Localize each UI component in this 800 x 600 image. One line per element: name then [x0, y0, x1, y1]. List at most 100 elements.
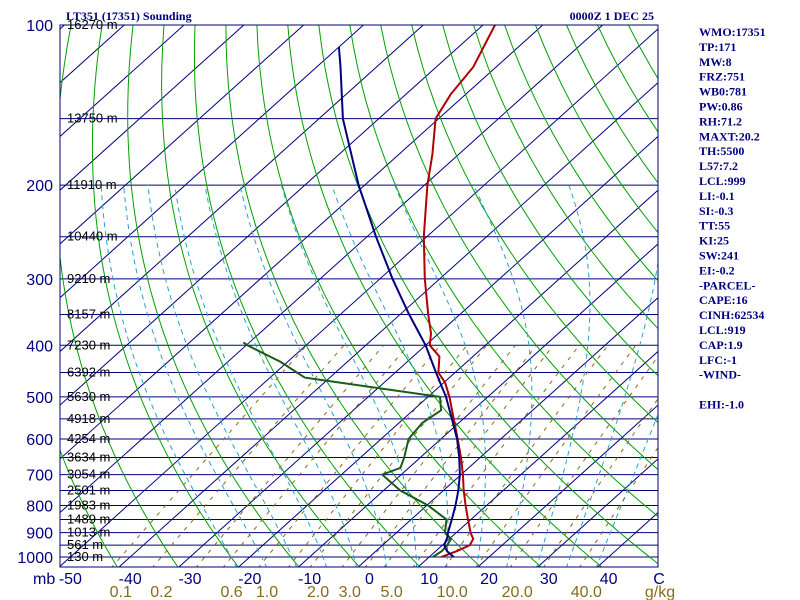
index-entry: EI:-0.2 — [699, 263, 735, 277]
pressure-tick-label: 800 — [26, 498, 53, 515]
index-entry: LCL:999 — [699, 174, 746, 188]
index-entry: LFC:-1 — [699, 353, 737, 367]
temperature-tick-label: 30 — [540, 571, 558, 588]
temperature-profile-line — [422, 25, 496, 558]
height-label: 9210 m — [67, 271, 110, 286]
mixing-ratio-tick-label: 3.0 — [339, 584, 361, 600]
height-label: 1013 m — [67, 525, 110, 540]
index-entry: CAPE:16 — [699, 293, 748, 307]
isotherm-line — [60, 25, 364, 299]
dry-adiabat-line — [287, 25, 603, 567]
pressure-tick-label: 400 — [26, 338, 53, 355]
height-label: 7230 m — [67, 337, 110, 352]
dry-adiabat-line — [60, 25, 179, 567]
dry-adiabat-line — [473, 25, 658, 330]
plot-frame — [59, 24, 659, 568]
mixing-ratio-line — [152, 344, 345, 567]
station-title: LT351 (17351) Sounding — [66, 9, 192, 23]
isotherm-line — [297, 243, 658, 567]
index-entry: TT:55 — [699, 219, 730, 233]
isotherm-line — [60, 25, 603, 514]
index-entry: TH:5500 — [699, 144, 744, 158]
height-label: 1489 m — [67, 511, 110, 526]
temperature-tick-label: -10 — [298, 571, 321, 588]
mixing-ratio-tick-label: 0.6 — [220, 584, 242, 600]
mixing-ratio-line — [475, 345, 637, 567]
height-labels: 16270 m 13750 m 11910 m 10440 m 9210 m 8157 m… — [67, 17, 118, 564]
mixing-ratio-tick-label: 2.0 — [307, 584, 329, 600]
mixing-ratio-line — [383, 344, 554, 567]
height-label: 3054 m — [67, 467, 110, 482]
mixing-ratio-line — [195, 344, 384, 567]
isotherm-line — [178, 135, 658, 567]
height-label: 4254 m — [67, 431, 110, 446]
moist-adiabat-line — [239, 184, 388, 567]
isotherm-line — [60, 25, 424, 353]
index-entry: WB0:781 — [699, 85, 747, 99]
mixing-ratio-labels: 0.1 0.2 0.6 1.0 2.0 3.0 5.0 10.0 20.0 40.0 g/kg — [110, 584, 675, 600]
pressure-tick-label: 200 — [26, 178, 53, 195]
height-label: 10440 m — [67, 229, 118, 244]
sounding-profiles — [242, 25, 496, 558]
isotherm-line — [60, 25, 484, 406]
moist-adiabat-line — [204, 185, 358, 567]
pressure-tick-label: 500 — [26, 390, 53, 407]
mixing-ratio-line — [258, 344, 441, 567]
moist-adiabat-line — [566, 259, 658, 567]
height-label: 13750 m — [67, 111, 118, 126]
valid-time: 0000Z 1 DEC 25 — [570, 9, 654, 23]
dry-adiabat-line — [566, 25, 658, 184]
moist-adiabat-line — [123, 185, 268, 567]
index-entry: PW:0.86 — [699, 100, 743, 114]
dry-adiabat-line — [442, 25, 658, 377]
dry-adiabat-line — [127, 25, 300, 567]
index-entry: SI:-0.3 — [699, 204, 733, 218]
dry-adiabat-line — [318, 25, 658, 565]
sounding-indices: WMO:17351TP:171MW:8FRZ:751WB0:781PW:0.86… — [699, 25, 766, 412]
mixing-ratio-line — [309, 344, 488, 567]
pressure-tick-label: 900 — [26, 526, 53, 543]
mixing-ratio-line — [341, 344, 516, 567]
height-label: 16270 m — [67, 17, 118, 32]
height-label: 8157 m — [67, 306, 110, 321]
height-label: 11910 m — [67, 177, 117, 192]
height-label: 3634 m — [67, 449, 110, 464]
mixing-ratio-line — [444, 344, 609, 567]
mixing-ratio-line — [543, 398, 658, 567]
isotherm-line — [118, 82, 658, 567]
mixing-ratio-line — [287, 344, 468, 567]
temperature-tick-label: 40 — [600, 571, 618, 588]
temperature-tick-label: 0 — [365, 571, 374, 588]
dry-adiabat-line — [504, 25, 658, 282]
temperature-tick-label: -40 — [119, 571, 142, 588]
isotherm-line — [60, 25, 304, 245]
dry-adiabat-line — [535, 25, 658, 234]
moist-adiabat-line — [596, 413, 658, 567]
pressure-tick-label: 300 — [26, 272, 53, 289]
temperature-tick-label: 20 — [480, 571, 498, 588]
index-entry: FRZ:751 — [699, 70, 745, 84]
dry-adiabat-line — [225, 25, 482, 567]
pressure-tick-label: 700 — [26, 468, 53, 485]
isotherm-line — [237, 189, 658, 567]
moist-adiabat-line — [331, 184, 449, 567]
temperature-tick-label: -20 — [238, 571, 261, 588]
height-label: 561 m — [67, 537, 103, 552]
isotherm-line — [60, 25, 245, 191]
index-entry: RH:71.2 — [699, 114, 742, 128]
index-entry: WMO:17351 — [699, 25, 766, 39]
index-entry: -PARCEL- — [699, 278, 755, 292]
height-label: 4918 m — [67, 411, 110, 426]
dry-adiabat-line — [783, 25, 800, 568]
mixing-ratio-tick-label: 1.0 — [256, 584, 278, 600]
pressure-unit-label: mb — [33, 571, 55, 588]
height-label: 130 m — [67, 549, 103, 564]
index-entry: L57:7.2 — [699, 159, 738, 173]
index-entry: LI:-0.1 — [699, 189, 735, 203]
mixing-ratio-tick-label: 40.0 — [571, 584, 602, 600]
mixing-ratio-tick-label: 0.1 — [110, 584, 132, 600]
index-entry: CINH:62534 — [699, 308, 764, 322]
isotherm-line — [60, 25, 544, 460]
index-entry: MAXT:20.2 — [699, 129, 760, 143]
